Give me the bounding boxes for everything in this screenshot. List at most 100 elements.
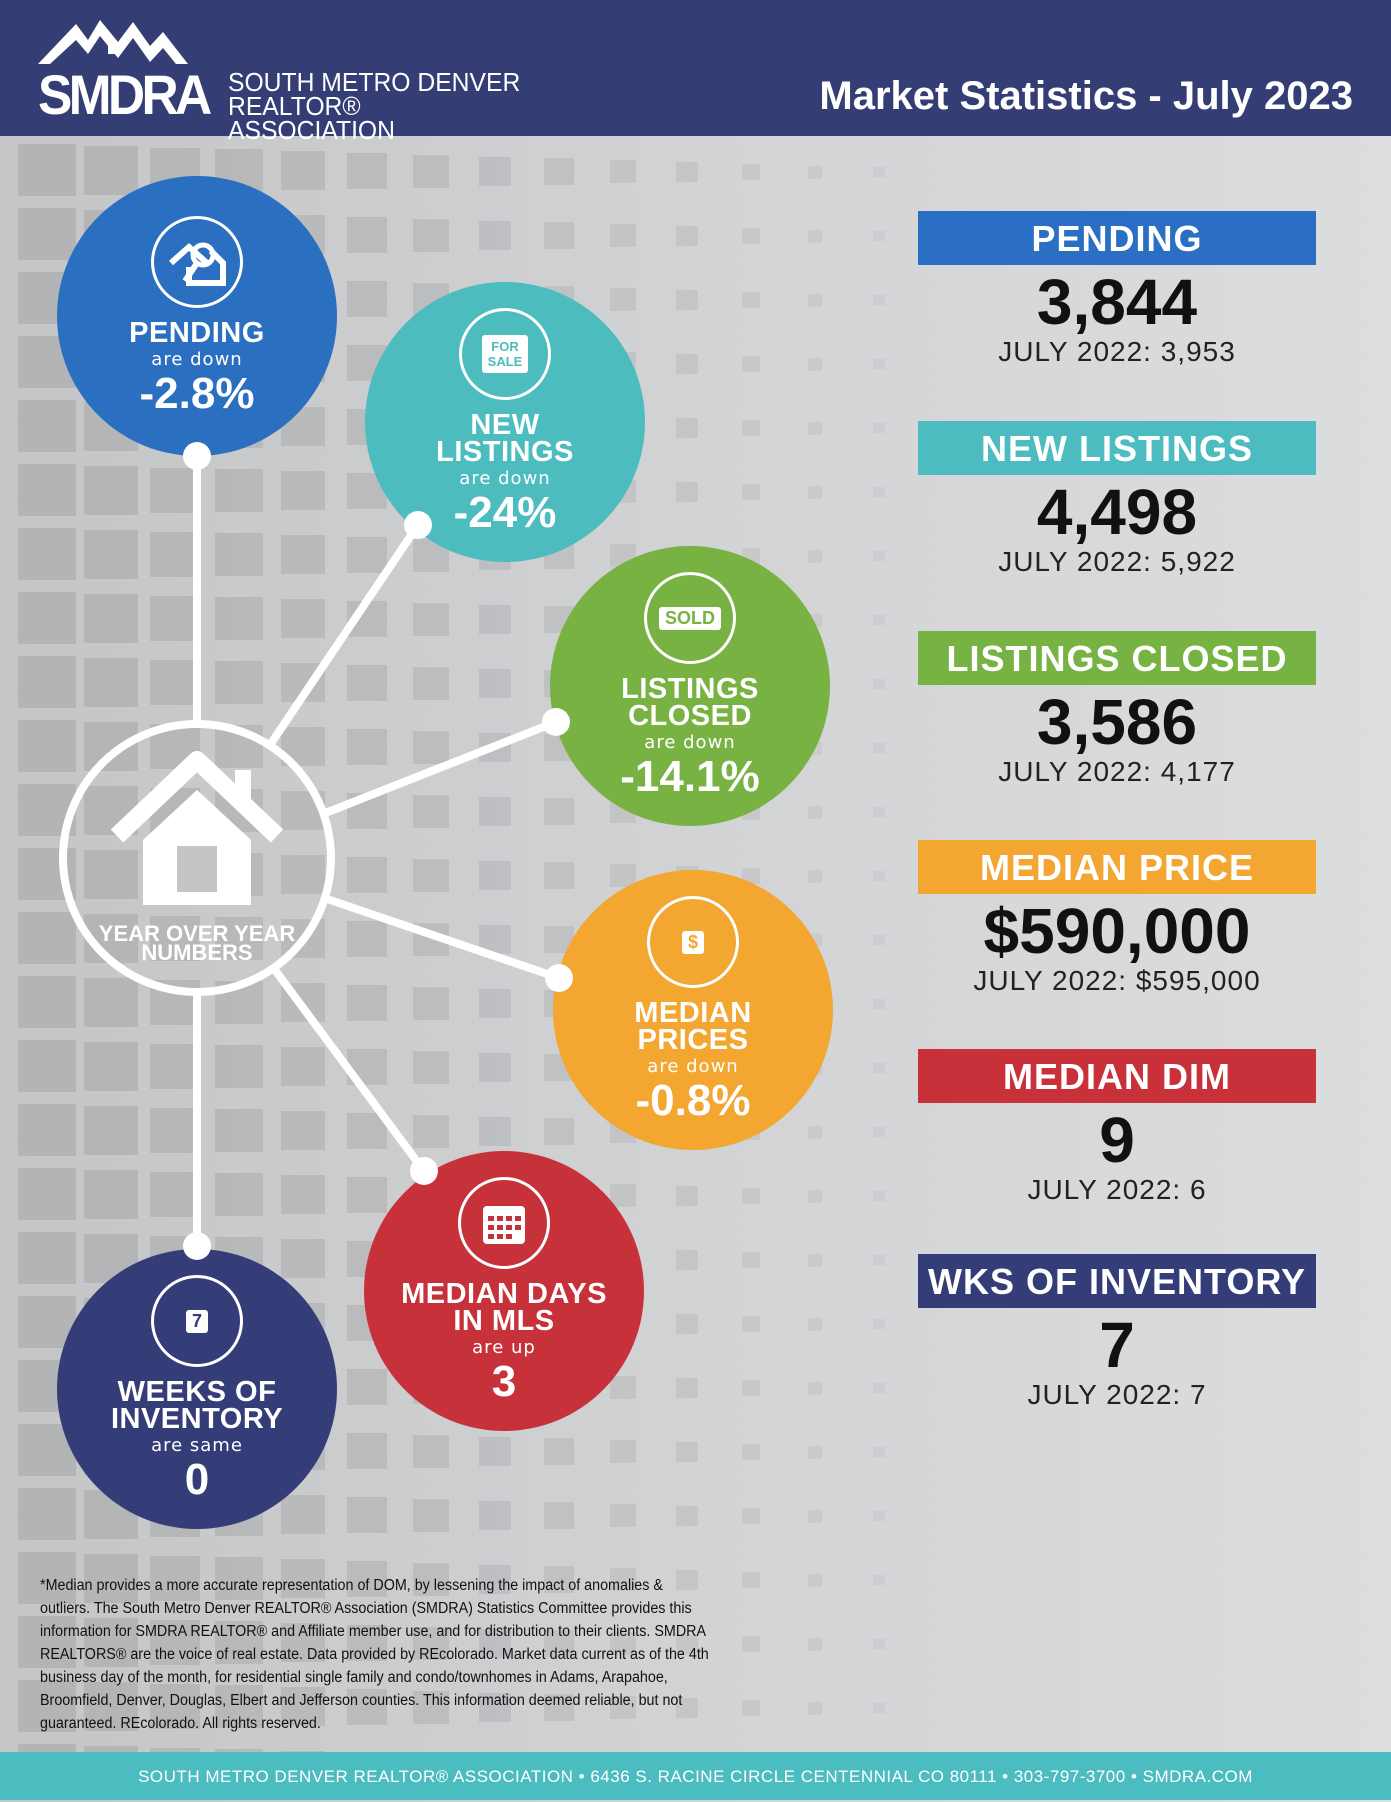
stat-previous-year: JULY 2022: $595,000 xyxy=(973,965,1261,996)
logo-text: SMDRA xyxy=(38,63,212,126)
pattern-square xyxy=(347,1433,387,1469)
pattern-square xyxy=(281,471,325,511)
pattern-square xyxy=(807,485,823,499)
disclaimer-text: *Median provides a more accurate represe… xyxy=(40,1577,709,1732)
pattern-square xyxy=(215,597,263,640)
calendar-icon xyxy=(458,1177,550,1269)
pattern-square xyxy=(83,1553,139,1603)
pattern-square xyxy=(149,531,201,578)
pattern-square xyxy=(18,1104,76,1157)
circle-title: MEDIAN DAYS xyxy=(401,1278,607,1310)
pattern-square xyxy=(873,1639,885,1650)
pattern-square xyxy=(610,1440,636,1464)
pattern-square xyxy=(478,1116,512,1147)
pattern-square xyxy=(347,1369,387,1405)
pattern-square xyxy=(215,1109,263,1152)
pattern-square xyxy=(807,1573,823,1587)
pattern-square xyxy=(544,1694,574,1721)
stat-value: 9 xyxy=(1099,1104,1135,1176)
stat-label: PENDING xyxy=(918,211,1316,265)
circle-title: LISTINGS xyxy=(621,673,759,705)
stat-previous-year: JULY 2022: 5,922 xyxy=(998,546,1236,577)
stat-value: 3,844 xyxy=(1036,266,1198,338)
pattern-square xyxy=(741,1635,761,1653)
pattern-square xyxy=(347,729,387,765)
pattern-square xyxy=(741,483,761,501)
pattern-square xyxy=(807,293,823,307)
pattern-square xyxy=(807,1637,823,1651)
pattern-square xyxy=(610,864,636,888)
pattern-square xyxy=(676,1314,698,1334)
circle-weeks-of: 7 WEEKS OF INVENTORY are same 0 xyxy=(57,1249,337,1529)
connector-dot xyxy=(545,964,573,992)
pattern-square xyxy=(83,1617,139,1667)
pattern-square xyxy=(215,533,263,576)
house-search-icon xyxy=(151,216,243,308)
circle-median-days: MEDIAN DAYS IN MLS are up 3 xyxy=(364,1151,644,1431)
pattern-square xyxy=(215,1557,263,1600)
pattern-square xyxy=(478,220,512,251)
pattern-square xyxy=(544,1502,574,1529)
pattern-square xyxy=(741,227,761,245)
pattern-square xyxy=(544,1438,574,1465)
stat-block-new-listings: NEW LISTINGS 4,498 JULY 2022: 5,922 xyxy=(918,421,1316,577)
pattern-square xyxy=(347,537,387,573)
pattern-square xyxy=(741,1379,761,1397)
pattern-square xyxy=(873,807,885,818)
pattern-square xyxy=(18,1744,76,1752)
pattern-square xyxy=(873,871,885,882)
pattern-square xyxy=(610,288,636,312)
pattern-square xyxy=(18,656,76,709)
pattern-square xyxy=(544,1566,574,1593)
pattern-square xyxy=(741,1571,761,1589)
pattern-square xyxy=(610,1632,636,1656)
pattern-square xyxy=(676,1442,698,1462)
circle-title-line2: PRICES xyxy=(637,1024,749,1056)
pattern-square xyxy=(281,1495,325,1535)
pattern-square xyxy=(149,1107,201,1154)
pattern-square xyxy=(478,668,512,699)
footer-address: SOUTH METRO DENVER REALTOR® ASSOCIATION … xyxy=(0,1752,1391,1800)
icon-text: SOLD xyxy=(664,607,715,628)
pattern-square xyxy=(215,469,263,512)
pattern-square xyxy=(741,1699,761,1717)
pattern-square xyxy=(676,482,698,502)
pattern-square xyxy=(676,162,698,182)
pattern-square xyxy=(873,1319,885,1330)
pattern-square xyxy=(347,1497,387,1533)
sold-sign-icon: SOLD xyxy=(644,572,736,664)
pattern-square xyxy=(610,160,636,184)
pattern-square xyxy=(18,528,76,581)
circle-title-line2: INVENTORY xyxy=(110,1403,284,1435)
pattern-square xyxy=(18,400,76,453)
pattern-square xyxy=(215,1685,263,1728)
pattern-square xyxy=(83,1105,139,1155)
pattern-square xyxy=(873,935,885,946)
pattern-square xyxy=(412,794,450,828)
pattern-square xyxy=(610,1504,636,1528)
pattern-square xyxy=(478,1564,512,1595)
pattern-square xyxy=(281,1559,325,1599)
pattern-square xyxy=(478,860,512,891)
pattern-square xyxy=(478,604,512,635)
pattern-square xyxy=(83,977,139,1027)
pattern-square xyxy=(83,657,139,707)
pattern-square xyxy=(544,222,574,249)
pattern-square xyxy=(18,592,76,645)
pattern-square xyxy=(807,805,823,819)
pattern-square xyxy=(873,1703,885,1714)
pattern-square xyxy=(544,1118,574,1145)
pattern-square xyxy=(412,1690,450,1724)
pattern-square xyxy=(149,1171,201,1218)
pattern-square xyxy=(544,1630,574,1657)
pattern-square xyxy=(741,419,761,437)
pattern-square xyxy=(873,999,885,1010)
pattern-square xyxy=(807,421,823,435)
pattern-square xyxy=(18,464,76,517)
pattern-square xyxy=(215,661,263,704)
page-title: Market Statistics - July 2023 xyxy=(819,74,1353,118)
circle-title: WEEKS OF xyxy=(117,1376,277,1408)
pattern-square xyxy=(873,359,885,370)
pattern-square xyxy=(873,1383,885,1394)
pattern-square xyxy=(18,1552,76,1605)
